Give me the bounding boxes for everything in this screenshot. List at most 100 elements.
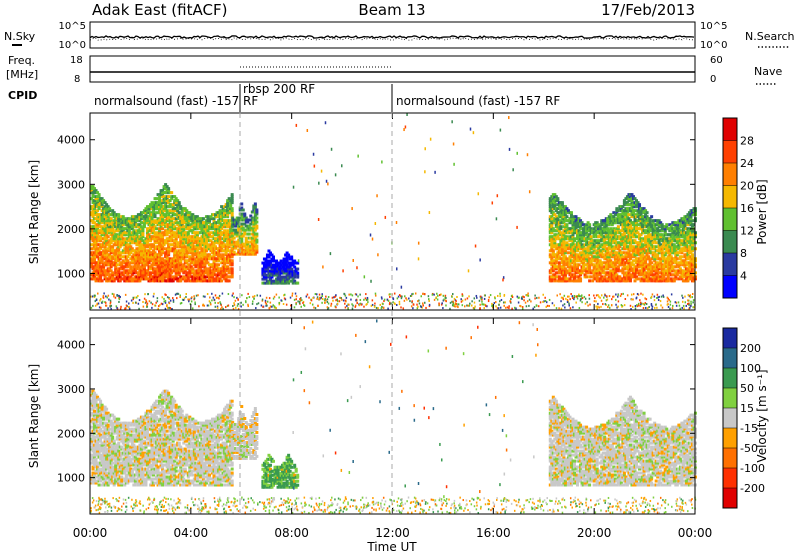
- power-cell: [568, 261, 572, 265]
- power-cell: [631, 239, 635, 243]
- power-cell: [668, 245, 672, 249]
- power-cell: [127, 219, 131, 223]
- power-cell: [142, 269, 146, 273]
- power-cell: [155, 205, 159, 209]
- power-cell: [100, 205, 104, 209]
- power-cell: [279, 267, 283, 271]
- power-cell: [680, 249, 684, 253]
- power-cell: [625, 207, 629, 211]
- power-cell: [183, 241, 187, 245]
- power-cell: [261, 269, 265, 273]
- power-cell: [173, 225, 177, 229]
- power-cell: [633, 247, 637, 251]
- power-cell: [115, 237, 119, 241]
- power-cell: [217, 257, 221, 261]
- power-cell: [241, 222, 245, 226]
- power-cell: [568, 227, 572, 231]
- power-cell: [112, 239, 116, 243]
- power-cell: [185, 249, 189, 253]
- power-cell: [687, 261, 691, 265]
- power-cell: [287, 255, 291, 259]
- power-cell: [203, 235, 207, 239]
- power-cell: [138, 215, 142, 219]
- power-cell: [548, 197, 552, 201]
- power-cell: [595, 251, 599, 255]
- power-cell: [161, 189, 165, 193]
- power-cell: [654, 235, 658, 239]
- power-cell: [147, 265, 151, 269]
- power-cell: [644, 225, 648, 229]
- power-cell: [579, 269, 583, 273]
- power-cell: [145, 259, 149, 263]
- power-cell: [669, 269, 673, 273]
- power-cell: [180, 277, 184, 281]
- power-cell: [668, 227, 672, 231]
- power-cell: [235, 240, 239, 244]
- power-cell: [121, 239, 125, 243]
- power-cell: [644, 257, 648, 261]
- power-cell: [142, 265, 146, 269]
- power-cell: [668, 229, 672, 233]
- power-cell: [622, 237, 626, 241]
- power-cell: [171, 195, 175, 199]
- power-cell: [156, 255, 160, 259]
- power-cell: [683, 223, 687, 227]
- power-cell: [102, 237, 106, 241]
- power-cell: [686, 247, 690, 251]
- power-cell: [197, 271, 201, 275]
- power-cell: [211, 275, 214, 279]
- power-cell: [221, 225, 225, 229]
- power-cell: [145, 257, 149, 261]
- power-cell: [563, 245, 567, 249]
- power-cell: [654, 261, 658, 265]
- power-cell: [554, 229, 558, 233]
- power-cell: [290, 255, 294, 259]
- power-cell: [582, 255, 586, 259]
- power-cell: [674, 249, 678, 253]
- power-cell: [235, 218, 239, 222]
- power-cell: [625, 211, 629, 215]
- power-cell: [597, 255, 601, 259]
- power-cell: [293, 259, 297, 263]
- power-cell: [211, 265, 214, 269]
- power-cell: [665, 241, 669, 245]
- power-cell: [100, 229, 104, 233]
- power-cell: [145, 253, 149, 257]
- power-cell: [662, 225, 666, 229]
- power-cell: [192, 261, 196, 265]
- power-cell: [585, 223, 589, 227]
- power-cell: [616, 279, 620, 283]
- power-cell: [145, 249, 149, 253]
- power-cell: [161, 245, 165, 249]
- power-cell: [206, 225, 210, 229]
- power-cell: [100, 199, 104, 203]
- power-cell: [162, 267, 166, 271]
- power-cell: [141, 267, 145, 271]
- power-cell: [683, 247, 687, 251]
- power-cell: [563, 223, 567, 227]
- power-cell: [198, 225, 202, 229]
- power-cell: [591, 229, 595, 233]
- power-cell: [548, 219, 552, 223]
- power-cell: [218, 223, 222, 227]
- power-cell: [678, 267, 682, 271]
- power-cell: [548, 235, 552, 239]
- power-cell: [665, 261, 669, 265]
- power-cell: [553, 213, 557, 217]
- power-cell: [600, 269, 604, 273]
- power-cell: [91, 209, 95, 213]
- power-cell: [185, 241, 189, 245]
- power-cell: [560, 261, 564, 265]
- power-cell: [156, 235, 160, 239]
- power-cell: [625, 231, 629, 235]
- power-cell: [680, 261, 684, 265]
- power-cell: [106, 253, 110, 257]
- power-cell: [562, 211, 566, 215]
- power-cell: [550, 239, 554, 243]
- power-cell: [648, 217, 652, 221]
- power-cell: [206, 217, 210, 221]
- power-cell: [162, 247, 166, 251]
- power-cell: [173, 227, 177, 231]
- power-cell: [618, 231, 622, 235]
- power-cell: [572, 237, 576, 241]
